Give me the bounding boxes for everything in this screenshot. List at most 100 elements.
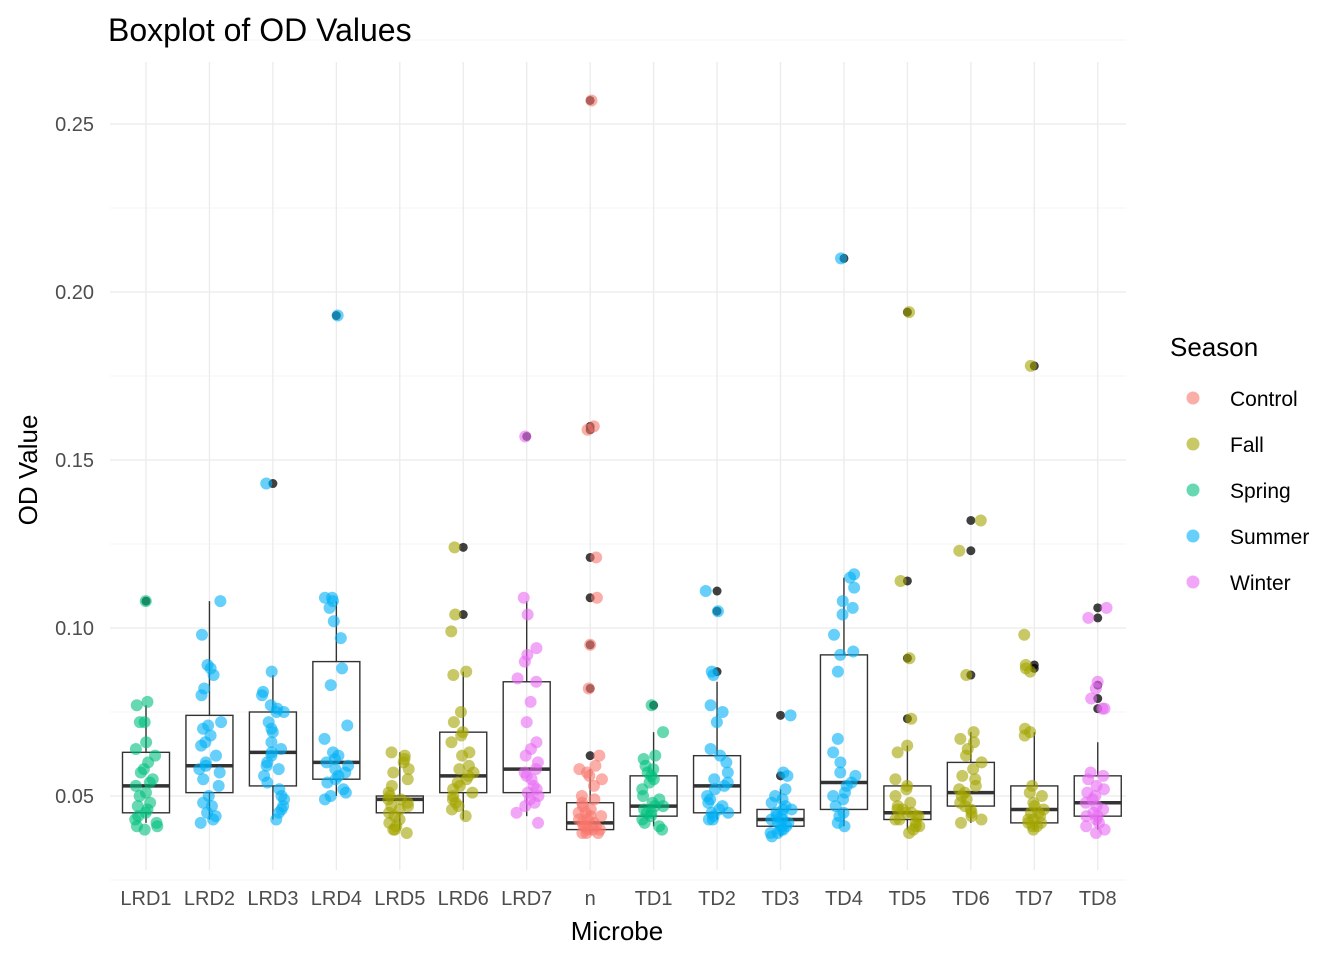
data-point (1080, 810, 1093, 823)
y-axis-title: OD Value (13, 415, 43, 526)
data-point (456, 749, 469, 762)
data-point (1097, 769, 1110, 782)
data-point (592, 826, 605, 839)
data-point (590, 551, 603, 564)
data-point (831, 665, 844, 678)
data-point (656, 823, 669, 836)
data-point (657, 726, 670, 739)
data-point (1082, 611, 1095, 624)
x-tick-label: TD6 (952, 888, 990, 910)
data-point (524, 695, 537, 708)
data-point (207, 813, 220, 826)
data-point (138, 823, 151, 836)
outlier-point (1093, 613, 1103, 623)
data-point (447, 669, 460, 682)
data-point (139, 595, 152, 608)
data-point (889, 813, 902, 826)
x-tick-label: TD7 (1015, 888, 1053, 910)
data-point (134, 766, 147, 779)
data-point (891, 746, 904, 759)
y-tick-label: 0.15 (55, 450, 94, 472)
data-point (975, 756, 988, 769)
data-point (331, 309, 344, 322)
data-point (974, 514, 987, 527)
data-point (721, 766, 734, 779)
data-point (517, 591, 530, 604)
data-point (708, 783, 721, 796)
x-axis-title: Microbe (571, 916, 663, 946)
data-point (844, 571, 857, 584)
y-tick-label: 0.20 (55, 282, 94, 304)
data-point (967, 763, 980, 776)
data-point (129, 742, 142, 755)
data-point (277, 706, 290, 718)
data-point (265, 665, 278, 678)
x-tick-label: TD8 (1079, 888, 1117, 910)
data-point (387, 766, 400, 779)
data-point (954, 732, 967, 745)
data-point (256, 689, 269, 702)
data-point (1024, 359, 1037, 372)
data-point (1082, 773, 1095, 786)
data-point (261, 776, 274, 789)
data-point (638, 816, 651, 829)
data-point (848, 581, 861, 594)
legend-label-summer: Summer (1230, 526, 1309, 549)
data-point (530, 675, 543, 688)
data-point (445, 736, 458, 749)
data-point (765, 830, 778, 843)
data-point (1035, 790, 1048, 802)
x-tick-label: LRD1 (120, 888, 171, 910)
data-point (718, 779, 731, 792)
data-point (532, 816, 545, 829)
data-point (903, 306, 916, 319)
data-point (195, 628, 208, 641)
data-point (831, 732, 844, 745)
y-tick-label: 0.25 (55, 114, 94, 136)
data-point (466, 786, 479, 799)
data-point (975, 813, 988, 826)
data-point (520, 716, 533, 729)
season-legend: Season Control Fall Spring Summer Winter (1170, 332, 1309, 595)
data-point (197, 773, 210, 786)
data-point (960, 749, 973, 762)
data-point (585, 94, 598, 107)
y-tick-label: 0.10 (55, 618, 94, 640)
data-point (138, 716, 151, 729)
data-point (143, 776, 156, 789)
data-point (580, 826, 593, 839)
data-point (649, 749, 662, 762)
data-point (448, 541, 461, 554)
data-point (260, 477, 273, 490)
data-point (336, 662, 349, 675)
data-point (141, 695, 154, 708)
data-point (589, 759, 602, 772)
jittered-points (129, 94, 1113, 843)
data-point (327, 615, 340, 628)
data-point (582, 682, 595, 695)
data-point (334, 632, 347, 645)
data-point (1023, 786, 1036, 799)
data-point (587, 779, 600, 792)
data-point (207, 669, 220, 682)
data-point (129, 779, 142, 792)
x-tick-label: LRD2 (184, 888, 235, 910)
data-point (834, 648, 847, 661)
data-point (969, 779, 982, 792)
data-point (704, 742, 717, 755)
data-point (710, 716, 723, 729)
data-point (519, 749, 532, 762)
data-point (584, 638, 597, 651)
data-point (385, 746, 398, 759)
data-point (704, 699, 717, 712)
data-point (213, 766, 226, 779)
data-point (510, 806, 523, 819)
data-point (1079, 796, 1092, 809)
data-point (967, 726, 980, 739)
data-point (318, 793, 331, 806)
legend-label-fall: Fall (1230, 434, 1264, 457)
data-point (836, 608, 849, 621)
data-point (657, 800, 670, 813)
data-point (894, 574, 907, 587)
data-point (445, 625, 458, 638)
